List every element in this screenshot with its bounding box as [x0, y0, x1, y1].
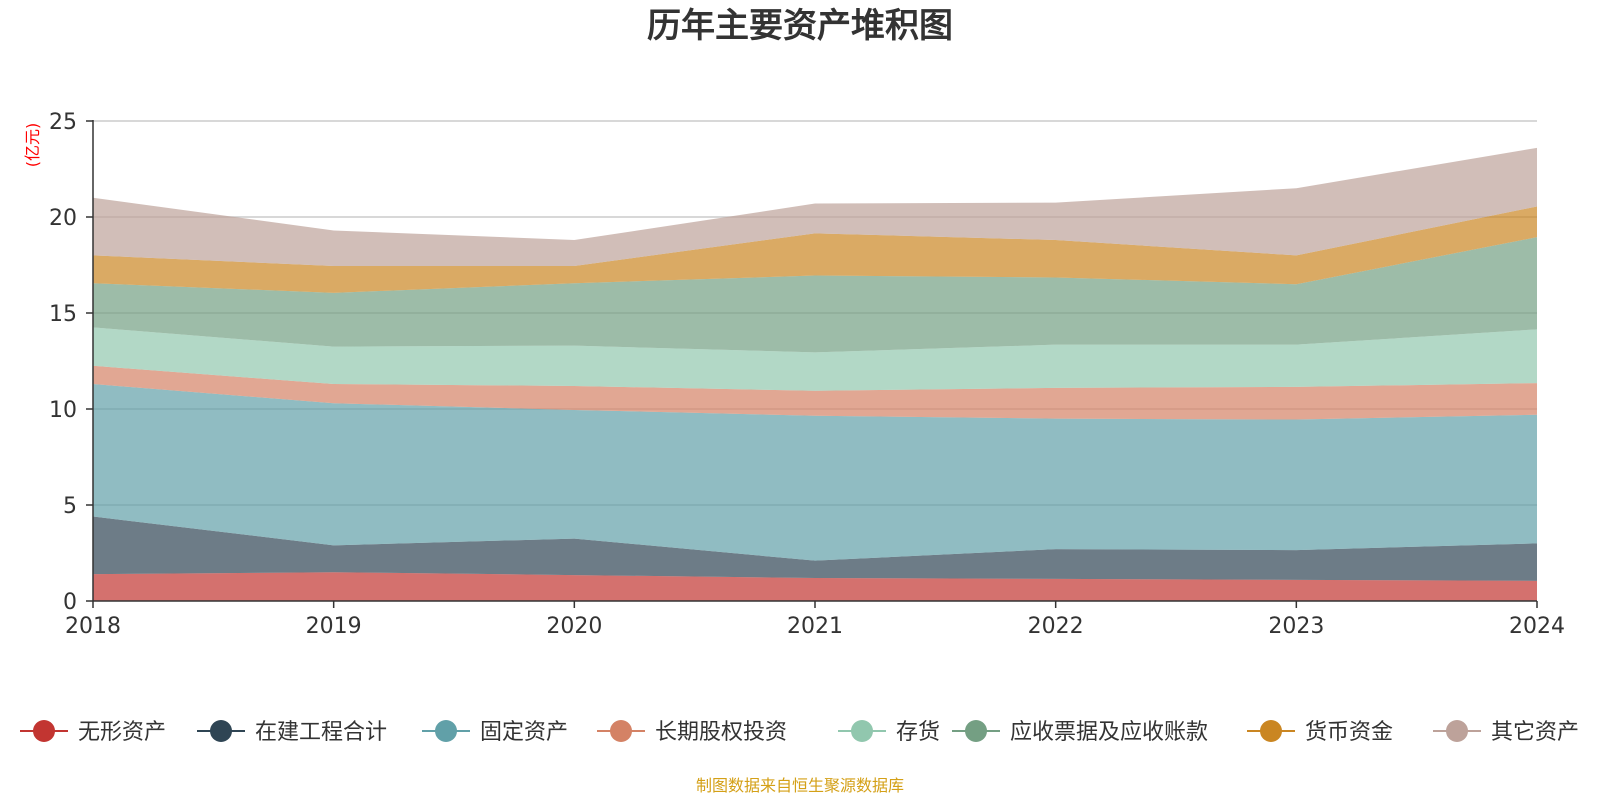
legend-marker [610, 720, 632, 742]
area-series-group [93, 147, 1537, 601]
x-tick-label: 2019 [306, 614, 362, 639]
x-tick-label: 2024 [1509, 614, 1565, 639]
legend-label: 无形资产 [78, 720, 166, 745]
area-series-0 [93, 572, 1537, 601]
legend-label: 固定资产 [480, 720, 568, 745]
y-tick-label: 25 [49, 110, 77, 135]
legend-label: 应收票据及应收账款 [1010, 720, 1208, 745]
legend-marker [965, 720, 987, 742]
y-tick-label: 5 [63, 494, 77, 519]
area-series-6 [93, 206, 1537, 293]
x-tick-label: 2023 [1268, 614, 1324, 639]
legend-label: 存货 [896, 720, 940, 745]
x-tick-label: 2018 [65, 614, 121, 639]
y-tick-label: 10 [49, 398, 77, 423]
legend-marker [1260, 720, 1282, 742]
legend-label: 货币资金 [1305, 720, 1393, 745]
axes: 0 5 10 15 20 25 2018 2019 2020 2021 2022 2023 2024 [49, 110, 1565, 639]
legend-item-3[interactable]: 长期股权投资 [597, 720, 787, 745]
chart-title: 历年主要资产堆积图 [647, 6, 953, 46]
area-series-2 [93, 384, 1537, 561]
legend-label: 长期股权投资 [655, 720, 787, 745]
data-source-note: 制图数据来自恒生聚源数据库 [696, 776, 904, 795]
legend-item-5[interactable]: 应收票据及应收账款 [952, 720, 1208, 745]
area-series-3 [93, 365, 1537, 420]
y-tick-label: 15 [49, 302, 77, 327]
legend-item-4[interactable]: 存货 [838, 720, 940, 745]
legend-marker [33, 720, 55, 742]
y-tick-label: 0 [63, 590, 77, 615]
legend: 无形资产 在建工程合计 固定资产 长期股权投资 存货 应收票据及应收账款 货币资金 其它资产 [20, 720, 1579, 745]
legend-marker [1446, 720, 1468, 742]
legend-label: 在建工程合计 [255, 720, 387, 745]
y-tick-label: 20 [49, 206, 77, 231]
x-tick-label: 2020 [546, 614, 602, 639]
legend-item-0[interactable]: 无形资产 [20, 720, 166, 745]
legend-marker [435, 720, 457, 742]
legend-item-7[interactable]: 其它资产 [1433, 720, 1579, 745]
area-series-7 [93, 147, 1537, 266]
legend-label: 其它资产 [1491, 720, 1579, 745]
legend-marker [210, 720, 232, 742]
area-series-4 [93, 327, 1537, 391]
area-series-5 [93, 237, 1537, 353]
legend-item-2[interactable]: 固定资产 [422, 720, 568, 745]
x-tick-label: 2021 [787, 614, 843, 639]
y-axis-unit-label: (亿元) [23, 123, 42, 168]
legend-item-1[interactable]: 在建工程合计 [197, 720, 387, 745]
x-tick-label: 2022 [1028, 614, 1084, 639]
legend-item-6[interactable]: 货币资金 [1247, 720, 1393, 745]
area-series-1 [93, 516, 1537, 581]
legend-marker [851, 720, 873, 742]
